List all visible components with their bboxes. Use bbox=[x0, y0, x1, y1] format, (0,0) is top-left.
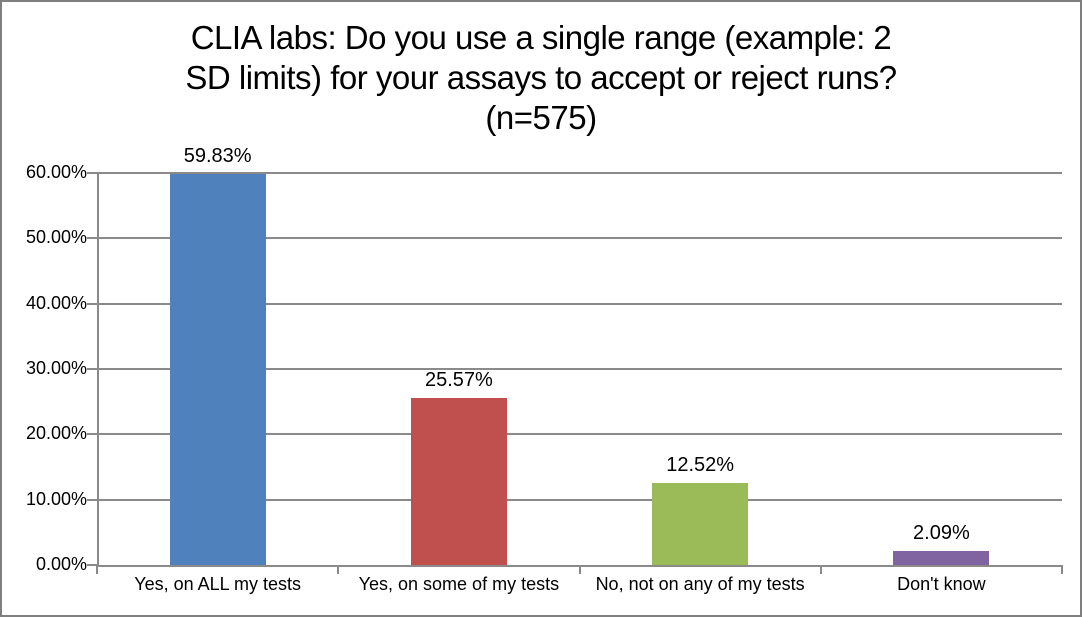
y-axis-tick-label: 20.00% bbox=[25, 423, 87, 444]
category-axis-label: Don't know bbox=[897, 574, 986, 594]
y-axis-tick-label: 0.00% bbox=[35, 554, 87, 574]
bar bbox=[893, 551, 990, 565]
bar-value-label: 25.57% bbox=[424, 368, 493, 391]
y-axis-line bbox=[97, 173, 99, 567]
bar bbox=[652, 483, 749, 565]
y-axis-tick-mark bbox=[87, 368, 97, 370]
category-axis-label: Yes, on ALL my tests bbox=[134, 574, 301, 594]
category-axis-label: No, not on any of my tests bbox=[595, 574, 805, 594]
y-axis-tick-label: 60.00% bbox=[25, 162, 87, 182]
y-axis-tick-mark bbox=[87, 237, 97, 240]
y-axis-tick-label: 10.00% bbox=[25, 488, 87, 509]
x-axis-tick-mark bbox=[578, 565, 581, 574]
y-axis-tick-label: 40.00% bbox=[25, 292, 87, 313]
x-axis-tick-mark bbox=[819, 565, 822, 574]
y-axis-tick-mark bbox=[87, 498, 97, 501]
bar bbox=[410, 397, 507, 565]
bar bbox=[169, 174, 266, 565]
y-axis-tick-mark bbox=[87, 302, 97, 305]
chart-title-line: CLIA labs: Do you use a single range (ex… bbox=[190, 19, 892, 56]
y-axis-tick-mark bbox=[87, 433, 97, 436]
category-axis-label: Yes, on some of my tests bbox=[358, 574, 560, 594]
y-axis-tick-mark bbox=[87, 172, 97, 174]
chart-title-line: SD limits) for your assays to accept or … bbox=[185, 59, 897, 96]
gridline bbox=[97, 368, 1062, 370]
x-axis-tick-mark bbox=[96, 565, 98, 574]
gridline bbox=[97, 237, 1062, 240]
y-axis-tick-label: 50.00% bbox=[25, 227, 87, 248]
gridline bbox=[97, 433, 1062, 436]
chart-title: CLIA labs: Do you use a single range (ex… bbox=[2, 18, 1080, 138]
chart-title-line: (n=575) bbox=[485, 99, 597, 136]
bar-value-label: 12.52% bbox=[666, 454, 735, 477]
x-axis-tick-mark bbox=[337, 565, 340, 574]
y-axis-tick-label: 30.00% bbox=[25, 358, 87, 378]
gridline bbox=[97, 498, 1062, 501]
bar-value-label: 2.09% bbox=[913, 522, 970, 545]
y-axis-tick-mark bbox=[87, 564, 97, 566]
gridline bbox=[97, 172, 1062, 174]
x-axis-tick-mark bbox=[1061, 565, 1063, 574]
gridline bbox=[97, 302, 1062, 305]
bar-value-label: 59.83% bbox=[183, 145, 252, 168]
